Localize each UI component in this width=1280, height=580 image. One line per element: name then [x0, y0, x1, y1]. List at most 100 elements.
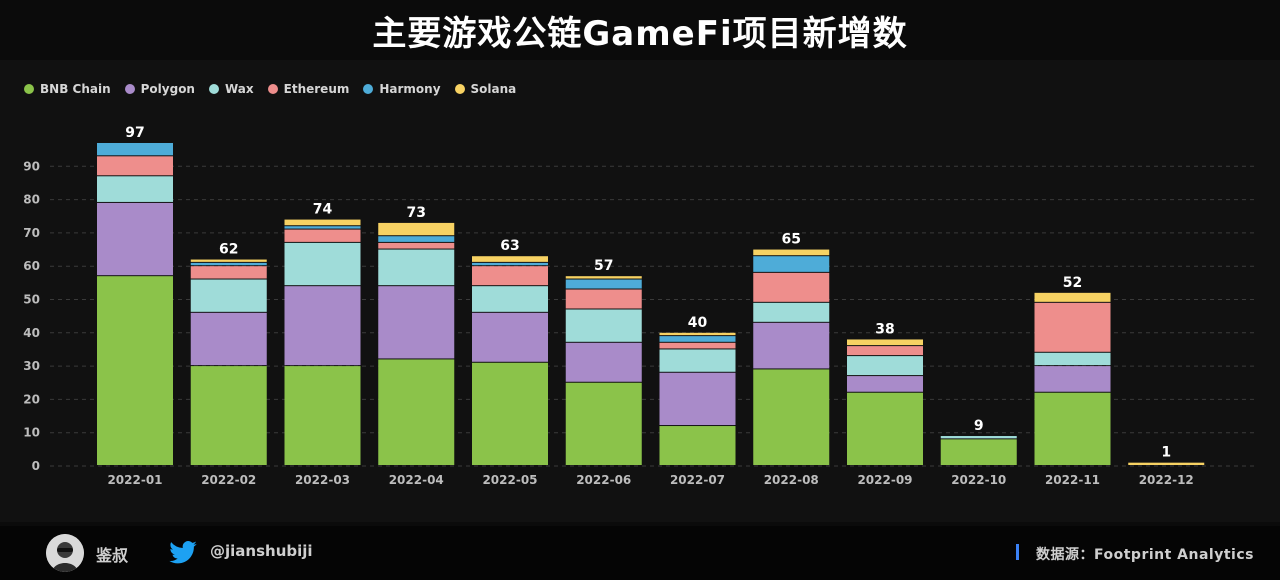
y-tick-label: 50 — [23, 293, 40, 307]
bar-segment — [190, 262, 267, 266]
bar-segment — [378, 236, 455, 242]
bar-segment — [753, 249, 830, 256]
x-tick-label: 2022-06 — [576, 473, 631, 487]
bar-total-label: 38 — [875, 321, 894, 337]
bar-segment — [472, 266, 548, 286]
legend-label: Ethereum — [283, 82, 350, 96]
bar-segment — [472, 312, 548, 362]
bar-segment — [659, 332, 736, 336]
bar-segment — [378, 286, 455, 359]
bar-segment — [565, 382, 642, 465]
bar-total-label: 97 — [125, 125, 144, 141]
chart-title: 主要游戏公链GameFi项目新增数 — [372, 14, 908, 54]
y-tick-label: 90 — [23, 159, 40, 173]
twitter-bird-icon — [166, 538, 200, 568]
bar-segment — [190, 366, 267, 465]
y-tick-label: 70 — [23, 226, 40, 240]
bar-total-label: 62 — [219, 242, 238, 258]
legend-label: BNB Chain — [40, 82, 111, 96]
avatar-icon — [46, 534, 84, 572]
bar-segment — [1034, 392, 1111, 465]
bar-segment — [753, 322, 830, 369]
legend-item[interactable]: BNB Chain — [24, 82, 111, 96]
legend-swatch — [267, 84, 278, 94]
bar-segment — [472, 262, 548, 266]
bar-segment — [659, 342, 736, 349]
bar-segment — [659, 349, 736, 372]
bar-segment — [753, 272, 830, 302]
bar-segment — [190, 312, 267, 366]
y-tick-label: 0 — [32, 459, 40, 473]
x-tick-label: 2022-08 — [764, 473, 819, 487]
bar-total-label: 9 — [974, 418, 984, 434]
bar-total-label: 1 — [1161, 445, 1171, 461]
x-tick-label: 2022-02 — [201, 473, 256, 487]
legend-item[interactable]: Harmony — [363, 82, 441, 96]
legend-item[interactable]: Polygon — [124, 82, 195, 96]
bar-segment — [753, 302, 830, 322]
bar-segment — [284, 219, 361, 226]
bar-segment — [659, 372, 736, 426]
bar-segment — [565, 279, 642, 289]
legend-label: Solana — [470, 82, 517, 96]
x-tick-label: 2022-12 — [1139, 473, 1194, 487]
y-tick-label: 10 — [23, 426, 40, 440]
bar-segment — [565, 276, 642, 279]
bar-total-label: 52 — [1063, 275, 1082, 291]
bar-segment — [472, 256, 548, 262]
bar-segment — [1034, 352, 1111, 366]
footer: 鉴叔 @jianshubiji 数据源：Footprint Analytics — [0, 526, 1280, 580]
bar-segment — [378, 249, 455, 286]
bar-segment — [847, 339, 923, 346]
chart-panel: 0 10 20 30 40 50 60 70 80 90 97 2022-01 62 2022-02 74 2… — [0, 60, 1280, 522]
bar-total-label: 74 — [313, 202, 333, 218]
legend-item[interactable]: Ethereum — [267, 82, 350, 96]
bar-segment — [1034, 302, 1111, 352]
legend-swatch — [208, 84, 219, 94]
bar-segment — [1034, 292, 1111, 302]
x-tick-label: 2022-03 — [295, 473, 350, 487]
bar-segment — [284, 242, 361, 286]
x-tick-label: 2022-05 — [482, 473, 537, 487]
bar-segment — [565, 309, 642, 342]
bar-segment — [1128, 462, 1205, 465]
bar-segment — [190, 259, 267, 262]
bar-segment — [753, 369, 830, 465]
twitter-handle[interactable]: @jianshubiji — [210, 542, 313, 560]
bar-segment — [378, 242, 455, 249]
y-tick-label: 60 — [23, 259, 40, 273]
bar-segment — [97, 202, 173, 276]
legend-item[interactable]: Wax — [208, 82, 254, 96]
legend-label: Harmony — [379, 82, 441, 96]
legend-item[interactable]: Solana — [454, 82, 517, 96]
x-tick-label: 2022-11 — [1045, 473, 1100, 487]
bar-segment — [753, 256, 830, 272]
bar-segment — [97, 276, 173, 465]
legend-label: Polygon — [140, 82, 195, 96]
legend-swatch — [124, 84, 135, 94]
bar-segment — [847, 346, 923, 356]
bar-segment — [378, 359, 455, 465]
legend: BNB Chain Polygon Wax Ethereum Harmony Solana — [24, 82, 516, 96]
bar-total-label: 73 — [407, 205, 426, 221]
bar-total-label: 40 — [688, 315, 708, 331]
bar-segment — [940, 436, 1017, 439]
bar-segment — [659, 336, 736, 342]
legend-label: Wax — [224, 82, 254, 96]
bar-segment — [659, 426, 736, 465]
y-tick-label: 30 — [23, 359, 40, 373]
bar-segment — [284, 286, 361, 366]
bar-segment — [565, 342, 642, 382]
y-tick-label: 40 — [23, 326, 40, 340]
bar-segment — [97, 156, 173, 176]
legend-swatch — [454, 84, 465, 94]
bar-segment — [565, 289, 642, 309]
x-tick-label: 2022-10 — [951, 473, 1006, 487]
bar-segment — [472, 362, 548, 465]
bar-total-label: 57 — [594, 258, 613, 274]
bar-segment — [847, 376, 923, 392]
bar-segment — [97, 142, 173, 156]
bar-segment — [847, 356, 923, 376]
x-tick-label: 2022-09 — [857, 473, 912, 487]
legend-swatch — [24, 84, 34, 94]
